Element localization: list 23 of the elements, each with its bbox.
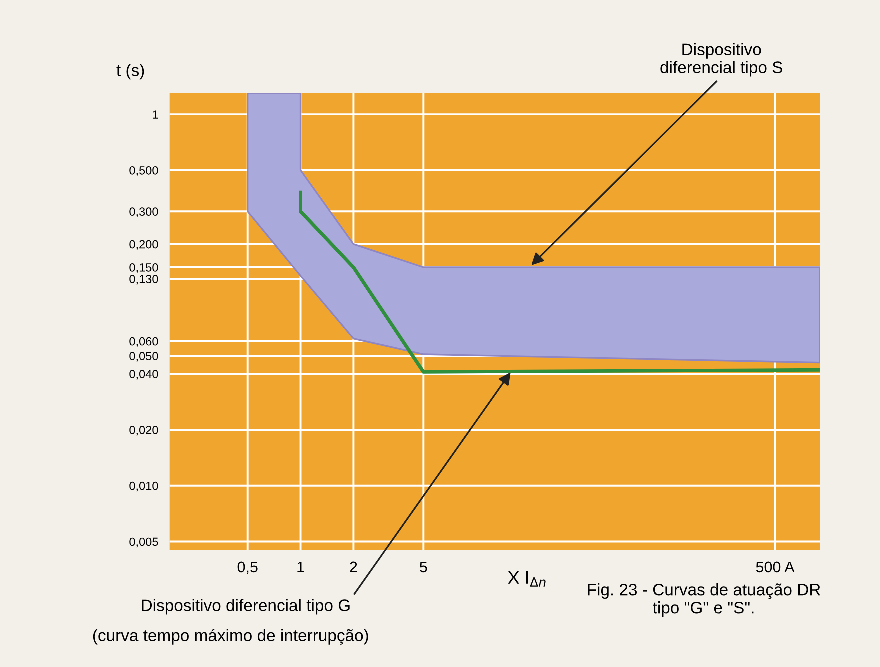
annotation: Dispositivo diferencial tipo S <box>660 43 782 77</box>
x-axis-title: X I$_{Δn}$ <box>508 571 546 587</box>
y-tick-label: 0,200 <box>130 240 158 250</box>
text: (curva tempo máximo de interrupção) <box>93 629 368 645</box>
y-tick-label: 0,060 <box>130 337 158 348</box>
x-tick-label: 5 <box>420 562 428 573</box>
y-tick-label: 1 <box>153 110 158 119</box>
y-tick-label: 0,005 <box>130 538 158 548</box>
y-tick-label: 0,050 <box>130 352 158 362</box>
x-tick-label: 500 A <box>756 562 795 573</box>
annotation: Dispositivo diferencial tipo G <box>142 599 350 615</box>
caption: Fig. 23 - Curvas de atuação DR tipo "G" e "S". <box>588 584 820 618</box>
y-tick-label: 0,020 <box>130 426 158 436</box>
x-tick-label: 1 <box>298 562 304 572</box>
y-tick-label: 0,150 <box>130 264 158 274</box>
y-tick-label: 0,500 <box>130 166 158 176</box>
y-tick-label: 0,300 <box>130 208 158 218</box>
y-axis-title: t (s) <box>116 64 144 80</box>
x-tick-label: 0,5 <box>238 562 258 574</box>
y-tick-label: 0,010 <box>130 482 158 492</box>
y-tick-label: 0,130 <box>130 275 158 285</box>
y-tick-label: 0,040 <box>130 370 158 380</box>
x-tick-label: 2 <box>350 562 358 572</box>
